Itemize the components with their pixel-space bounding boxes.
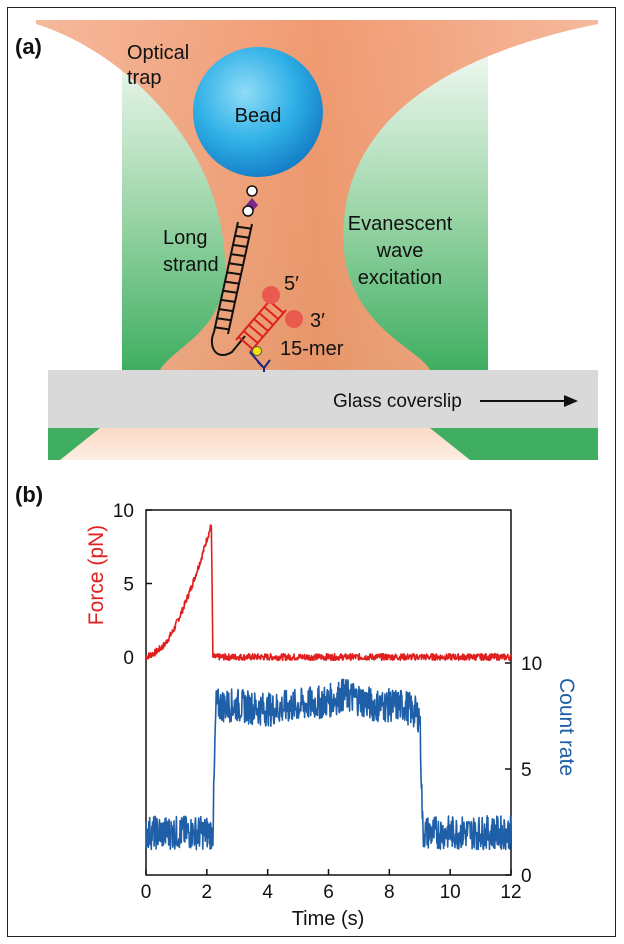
optical-trap-label-2: trap xyxy=(127,67,161,89)
force-axis-label: Force (pN) xyxy=(85,525,108,625)
x-tick-label: 2 xyxy=(202,882,213,903)
force-series-line xyxy=(145,524,512,662)
x-tick-label: 0 xyxy=(141,882,152,903)
count-series-line xyxy=(145,678,512,851)
x-tick-label: 8 xyxy=(384,882,395,903)
plot-series xyxy=(145,524,512,851)
optical-trap-label-1: Optical xyxy=(127,42,189,64)
count-axis-label: Count rate xyxy=(555,678,578,776)
bead-label: Bead xyxy=(235,105,282,127)
bead-anchor-top xyxy=(246,185,258,197)
fluorophore-5prime xyxy=(262,286,280,304)
antibody-icon xyxy=(257,359,271,372)
panel-a-label: (a) xyxy=(15,34,42,59)
evanescent-label-2: wave xyxy=(376,240,424,262)
five-prime-label: 5′ xyxy=(284,273,299,295)
force-tick-label: 0 xyxy=(123,648,134,669)
x-tick-label: 10 xyxy=(440,882,461,903)
bead xyxy=(193,47,323,177)
force-tick-label: 5 xyxy=(123,575,134,596)
count-axis: 0 5 10 xyxy=(505,654,542,887)
evanescent-label-1: Evanescent xyxy=(348,213,453,235)
green-lower-right2 xyxy=(440,428,560,460)
panel-b: (b) 0 2 4 6 8 10 12 0 5 10 0 5 10 Time (s) Force (… xyxy=(15,482,578,930)
force-tick-label: 10 xyxy=(113,501,134,522)
surface-anchor-dot xyxy=(252,346,262,356)
panel-b-label: (b) xyxy=(15,482,43,507)
x-tick-label: 4 xyxy=(262,882,273,903)
bead-anchor-bottom xyxy=(242,205,254,217)
fluorophore-3prime xyxy=(285,310,303,328)
x-tick-label: 6 xyxy=(323,882,334,903)
fifteen-mer-ladder xyxy=(235,297,287,353)
long-strand-ladder xyxy=(210,221,253,356)
count-tick-label: 0 xyxy=(521,866,532,887)
x-axis-label: Time (s) xyxy=(292,908,365,930)
coverslip-label: Glass coverslip xyxy=(333,391,462,412)
fifteen-mer-label: 15-mer xyxy=(280,338,344,360)
long-strand-label-1: Long xyxy=(163,227,208,249)
green-lower-left xyxy=(48,428,100,460)
count-tick-label: 10 xyxy=(521,654,542,675)
optical-trap-lower xyxy=(48,428,500,460)
count-tick-label: 5 xyxy=(521,760,532,781)
optical-trap-beam xyxy=(36,20,598,370)
panel-a: Glass coverslip Bead (a) Opt xyxy=(15,20,598,460)
long-strand-label-2: strand xyxy=(163,254,219,276)
figure-frame xyxy=(7,7,616,937)
evanescent-label-3: excitation xyxy=(358,267,443,289)
x-tick-label: 12 xyxy=(500,882,521,903)
glass-coverslip xyxy=(48,370,598,428)
three-prime-label: 3′ xyxy=(310,310,325,332)
arrow-head-icon xyxy=(564,395,578,407)
x-axis: 0 2 4 6 8 10 12 xyxy=(141,869,522,903)
